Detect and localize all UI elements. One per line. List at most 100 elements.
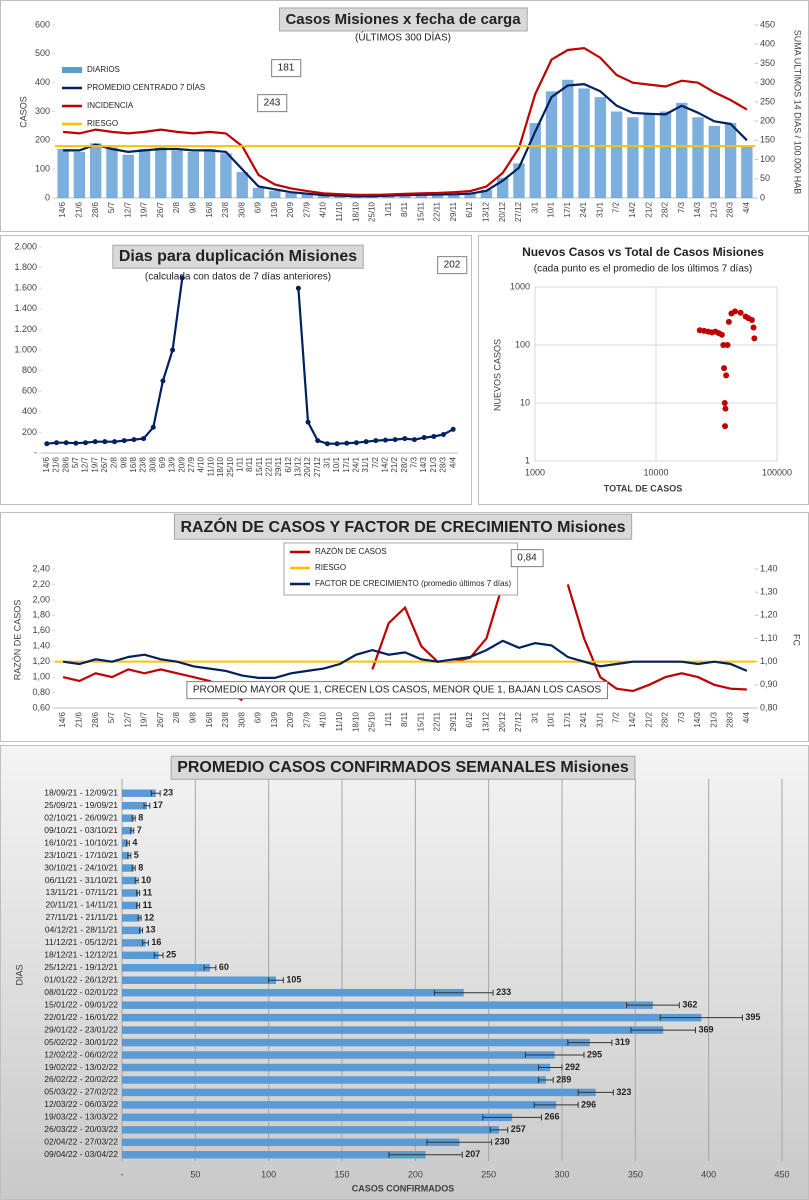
y-tick-label: 1,20 <box>32 656 50 666</box>
value-label: 207 <box>465 1149 480 1159</box>
bar <box>724 123 737 198</box>
chart-title: Casos Misiones x fecha de carga <box>285 11 521 28</box>
x-tick-label: 25/10 <box>226 456 235 477</box>
value-label: 362 <box>682 1000 697 1010</box>
bar <box>122 864 134 872</box>
x-tick-label: 4/10 <box>319 711 328 727</box>
x-tick-label: 6/9 <box>254 711 263 723</box>
chart-subtitle: (cada punto es el promedio de los último… <box>534 264 752 275</box>
x-tick-label: 21/2 <box>644 201 653 217</box>
y-tick-label: 26/03/22 - 20/03/22 <box>44 1124 118 1134</box>
point <box>83 440 89 446</box>
x-tick-label: 29/11 <box>449 711 458 731</box>
bar <box>122 1101 557 1109</box>
x-tick-label: 20/12 <box>303 456 312 477</box>
value-label: 266 <box>544 1112 559 1122</box>
y-tick-label: 19/03/22 - 13/03/22 <box>44 1112 118 1122</box>
chart-title: PROMEDIO CASOS CONFIRMADOS SEMANALES Mis… <box>177 759 629 776</box>
x-tick-label: 19/7 <box>90 456 99 472</box>
bar <box>317 195 330 198</box>
y2-tick-label: 1,40 <box>760 563 778 573</box>
bar <box>90 143 102 198</box>
x-tick-label: 14/6 <box>42 456 51 472</box>
bar <box>334 195 346 198</box>
y-tick-label: 25/12/21 - 19/12/21 <box>44 962 118 972</box>
x-tick-label: 100 <box>261 1169 276 1179</box>
x-tick-label: - <box>121 1169 124 1179</box>
value-label: 5 <box>134 850 139 860</box>
x-tick-label: 4/4 <box>448 456 457 468</box>
x-tick-label: 21/6 <box>75 201 84 217</box>
bar <box>122 1063 551 1072</box>
bar <box>122 1026 664 1034</box>
y-tick-label: 2,40 <box>32 563 50 573</box>
line <box>46 277 454 445</box>
point <box>450 426 456 432</box>
x-tick-label: 21/3 <box>429 456 438 472</box>
annotation: PROMEDIO MAYOR QUE 1, CRECEN LOS CASOS, … <box>193 685 602 696</box>
bar <box>529 123 541 198</box>
y-tick-label: 13/11/21 - 07/11/21 <box>46 887 119 897</box>
y2-tick-label: 1,10 <box>760 633 778 643</box>
value-label: 296 <box>581 1099 596 1109</box>
x-tick-label: 8/11 <box>400 201 409 217</box>
chart-subtitle: (ÚLTIMOS 300 DÍAS) <box>355 31 451 44</box>
chart-title-box <box>170 755 636 780</box>
value-label: 12 <box>144 912 154 922</box>
x-tick-label: 28/6 <box>91 201 100 217</box>
x-tick-label: 12/7 <box>123 201 132 217</box>
point <box>720 342 727 348</box>
x-tick-label: 29/11 <box>274 456 283 476</box>
x-tick-label: 6/9 <box>158 456 167 468</box>
x-tick-label: 27/9 <box>302 201 311 217</box>
x-tick-label: 28/6 <box>61 456 70 472</box>
y-tick-label: 100 <box>35 164 50 174</box>
point <box>732 308 739 315</box>
bar <box>138 148 151 198</box>
line <box>62 46 748 196</box>
x-tick-label: 11/10 <box>206 456 215 476</box>
x-tick-label: 8/11 <box>400 711 409 727</box>
y-tick-label: 18/12/21 - 12/12/21 <box>44 950 118 960</box>
x-tick-label: 15/11 <box>416 711 425 731</box>
annotation: 243 <box>264 98 281 109</box>
line <box>62 639 748 679</box>
x-tick-label: 4/10 <box>319 201 328 217</box>
bar <box>122 926 142 935</box>
bar <box>285 192 297 198</box>
x-tick-label: 13/12 <box>482 711 491 732</box>
y-tick-label: - <box>34 447 37 457</box>
y-tick-label: 19/02/22 - 13/02/22 <box>44 1062 118 1072</box>
x-tick-label: 23/8 <box>221 711 230 727</box>
y-tick-label: 0,80 <box>32 687 50 697</box>
point <box>392 437 398 443</box>
x-tick-label: 21/2 <box>644 711 653 727</box>
point <box>179 275 185 281</box>
legend-label: DIARIOS <box>87 65 120 74</box>
bar <box>122 889 139 897</box>
x-tick-label: 16/8 <box>129 456 138 472</box>
y2-axis-label: FC <box>792 634 802 646</box>
annotation: 181 <box>278 63 295 74</box>
bar <box>431 194 444 198</box>
y-tick-label: 1.000 <box>14 344 37 354</box>
x-tick-label: 450 <box>774 1169 789 1179</box>
point <box>721 400 728 406</box>
point <box>724 342 731 348</box>
y-tick-label: 01/01/22 - 26/12/21 <box>44 974 118 984</box>
x-tick-label: 27/9 <box>302 711 311 727</box>
x-tick-label: 250 <box>481 1169 496 1179</box>
bar <box>122 1113 513 1122</box>
y-tick-label: 05/03/22 - 27/02/22 <box>44 1087 118 1097</box>
bar <box>415 195 427 198</box>
bar <box>122 1001 653 1009</box>
x-tick-label: 400 <box>701 1169 716 1179</box>
point <box>721 365 728 372</box>
x-tick-label: 21/3 <box>709 201 718 217</box>
x-tick-label: 20/9 <box>286 201 295 217</box>
y-tick-label: 29/01/22 - 23/01/22 <box>44 1024 118 1034</box>
bar <box>220 153 232 198</box>
value-label: 17 <box>153 800 163 810</box>
x-tick-label: 1000 <box>525 467 545 477</box>
